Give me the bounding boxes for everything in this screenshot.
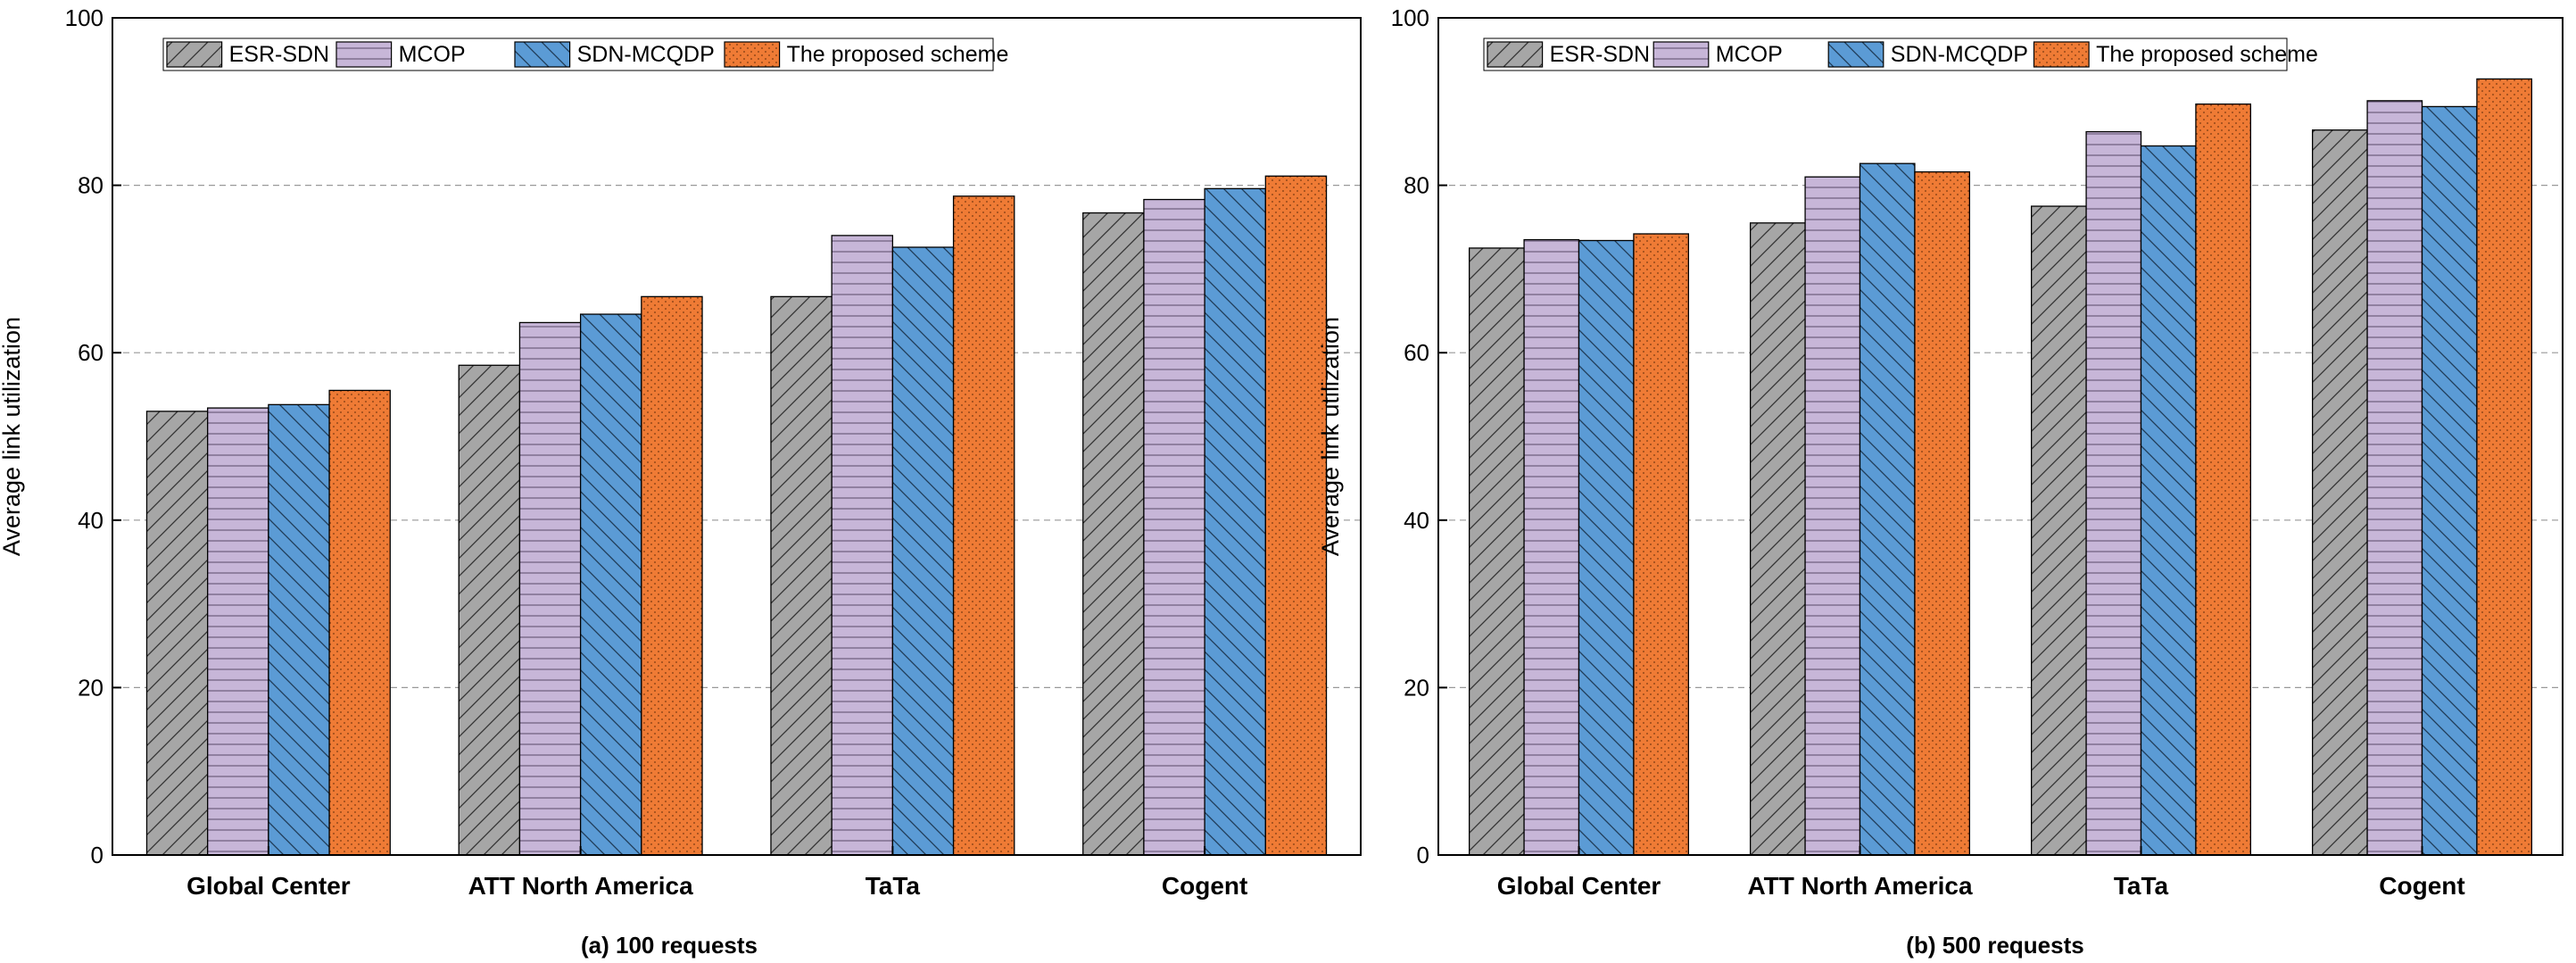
x-category-label: TaTa [866,872,921,900]
bar-the-proposed-scheme-cogent [1264,175,1328,856]
legend-label: The proposed scheme [787,42,1009,67]
y-tick-label: 40 [1404,507,1429,534]
bar-the-proposed-scheme-tata [2195,103,2252,856]
legend-swatch-esr-sdn [1487,41,1544,68]
x-category-label: Global Center [1497,872,1661,900]
bar-the-proposed-scheme-cogent [2476,78,2533,856]
bar-mcop-att-north-america [1804,176,1861,856]
legend-label: SDN-MCQDP [1891,42,2028,67]
legend-label: ESR-SDN [229,42,330,67]
legend-label: The proposed scheme [2096,42,2318,67]
chart-panel-b: 0 20 40 60 80 100 Global Center ATT North Ameri… [1317,4,2564,959]
bar-mcop-cogent [2366,100,2423,856]
bar-sdn-mcqdp-tata [891,246,955,856]
legend-label: MCOP [399,42,466,67]
legend-label: SDN-MCQDP [577,42,715,67]
y-tick-label: 0 [1417,842,1429,868]
y-tick-label: 60 [78,339,104,366]
legend-box [1483,37,2288,71]
bar-esr-sdn-cogent [1082,212,1145,856]
x-category-label: Cogent [1162,872,1247,900]
bar-mcop-tata [831,235,894,856]
bar-esr-sdn-att-north-america [458,364,521,856]
legend-swatch-sdn-mcqdp [514,41,571,68]
bar-sdn-mcqdp-tata [2140,145,2197,856]
x-category-label: ATT North America [468,872,693,900]
bar-sdn-mcqdp-global-center [1578,239,1635,856]
y-tick-label: 40 [78,507,104,534]
plot-frame [112,17,1362,856]
y-tick-label: 20 [78,674,104,701]
bar-sdn-mcqdp-att-north-america [579,313,642,856]
y-tick-label: 100 [1391,4,1429,31]
x-category-label: ATT North America [1747,872,1972,900]
bar-esr-sdn-tata [770,295,832,856]
bar-esr-sdn-global-center [1469,247,1525,856]
panel-caption: (b) 500 requests [1906,932,2083,959]
bar-esr-sdn-global-center [145,411,209,856]
bar-the-proposed-scheme-att-north-america [641,295,703,856]
legend-swatch-the-proposed-scheme [2033,41,2090,68]
legend-label: MCOP [1716,42,1783,67]
y-tick-label: 80 [1404,172,1429,199]
bar-mcop-tata [2085,130,2142,856]
legend-box [162,37,994,71]
y-tick-label: 60 [1404,339,1429,366]
x-category-label: TaTa [2114,872,2169,900]
bar-mcop-global-center [1523,238,1580,856]
legend-swatch-mcop [335,41,393,68]
y-tick-label: 20 [1404,674,1429,701]
panel-caption: (a) 100 requests [581,932,758,959]
bar-mcop-global-center [207,407,269,856]
chart-panel-a: 0 20 40 60 80 100 Global Center ATT North Ameri… [0,4,1362,959]
y-tick-label: 100 [65,4,104,31]
legend-swatch-the-proposed-scheme [724,41,781,68]
x-category-label: Global Center [186,872,351,900]
y-tick-label: 0 [91,842,104,868]
legend: ESR-SDN MCOP SDN-MCQDP The proposed scheme [1483,37,2318,71]
legend-swatch-mcop [1652,41,1710,68]
bar-the-proposed-scheme-att-north-america [1914,170,1971,856]
bar-the-proposed-scheme-tata [952,195,1015,856]
bar-the-proposed-scheme-global-center [328,389,391,856]
bar-sdn-mcqdp-global-center [268,403,330,856]
y-tick-label: 80 [78,172,104,199]
legend: ESR-SDN MCOP SDN-MCQDP The proposed scheme [162,37,1009,71]
bar-mcop-att-north-america [518,321,582,856]
bar-esr-sdn-att-north-america [1750,222,1806,856]
bar-mcop-cogent [1143,198,1205,856]
bar-esr-sdn-cogent [2311,129,2368,856]
legend-swatch-esr-sdn [166,41,223,68]
y-axis-label: Average link utilization [1317,317,1344,556]
y-axis-label: Average link utilization [0,317,25,556]
bar-sdn-mcqdp-att-north-america [1859,162,1916,856]
bar-sdn-mcqdp-cogent [2421,105,2478,856]
plot-frame [1437,17,2564,856]
bar-esr-sdn-tata [2030,205,2087,856]
legend-swatch-sdn-mcqdp [1827,41,1884,68]
bar-the-proposed-scheme-global-center [1633,233,1690,856]
x-category-label: Cogent [2379,872,2464,900]
bar-sdn-mcqdp-cogent [1204,187,1266,856]
legend-label: ESR-SDN [1550,42,1651,67]
